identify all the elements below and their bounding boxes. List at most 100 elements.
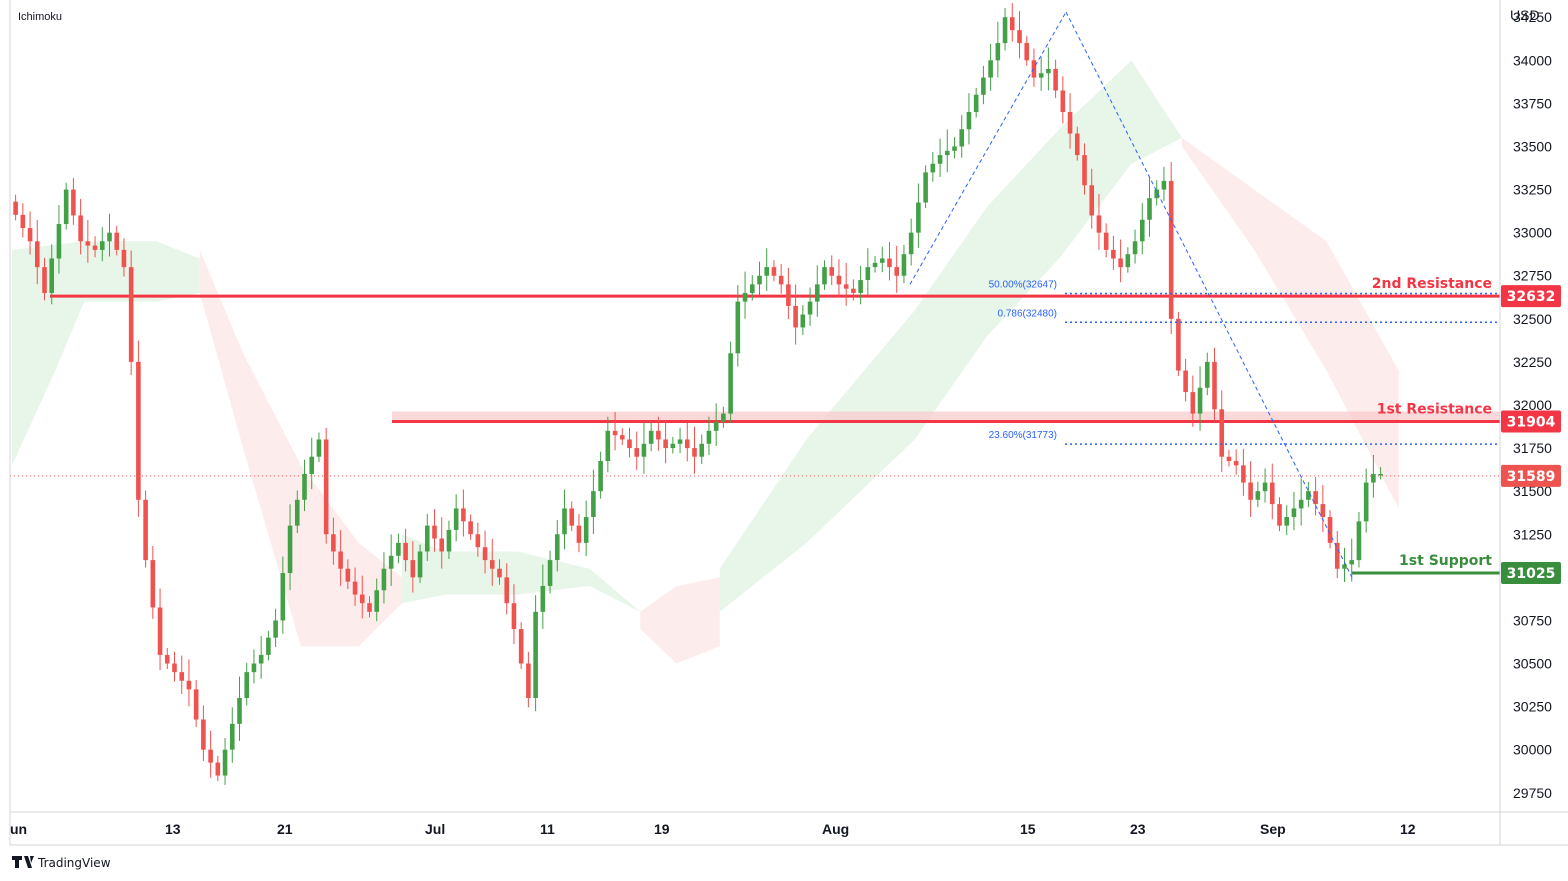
tradingview-logo[interactable]: TradingView: [12, 856, 111, 870]
candle-body: [1349, 560, 1355, 565]
candle-body: [959, 129, 965, 147]
candle-body: [648, 430, 654, 444]
candle-body: [121, 249, 127, 268]
ichimoku-cloud-segment: [199, 249, 402, 647]
candle-body: [1168, 180, 1174, 319]
level-name-label: 1st Support: [1399, 553, 1492, 569]
candle-body: [193, 689, 199, 720]
candle-body: [757, 275, 762, 285]
currency-label: USD: [1510, 7, 1540, 23]
candle-body: [1053, 68, 1058, 91]
candle-body: [1219, 409, 1225, 457]
candle-body: [1197, 387, 1203, 414]
candle-body: [1046, 68, 1051, 74]
candle-body: [1111, 249, 1116, 259]
candle-body: [1363, 482, 1369, 522]
candle-body: [988, 60, 993, 78]
candle-body: [179, 672, 185, 681]
candle-body: [764, 267, 770, 276]
candle-body: [273, 620, 278, 638]
candle-body: [641, 443, 647, 457]
candle-body: [728, 353, 733, 414]
candle-body: [251, 663, 257, 673]
candle-body: [1371, 473, 1376, 483]
candle-body: [453, 508, 459, 530]
candle-body: [1262, 482, 1268, 492]
fib-level-label: 0.786(32480): [998, 308, 1058, 319]
price-tick-label: 30750: [1513, 612, 1552, 628]
candle-body: [1096, 215, 1102, 233]
candle-body: [186, 680, 192, 690]
candle-body: [995, 43, 1001, 61]
candle-body: [800, 314, 806, 328]
candle-body: [771, 267, 777, 276]
candle-body: [966, 112, 972, 130]
candle-body: [562, 508, 567, 535]
candle-body: [1269, 482, 1275, 505]
candle-body: [786, 284, 791, 306]
candle-body: [634, 448, 640, 457]
candle-body: [1190, 392, 1196, 414]
candle-body: [215, 762, 221, 776]
candle-body: [13, 201, 18, 215]
candle-body: [388, 555, 394, 569]
candle-body: [136, 361, 141, 500]
candle-body: [280, 573, 286, 621]
candle-body: [742, 292, 748, 302]
candle-body: [1183, 370, 1188, 393]
time-tick-label: 23: [1130, 821, 1146, 837]
candle-body: [836, 275, 842, 285]
candle-body: [547, 560, 553, 586]
candle-body: [396, 542, 401, 556]
candle-body: [323, 439, 329, 535]
ichimoku-cloud-layer: [12, 60, 1399, 664]
price-tick-label: 30500: [1513, 656, 1552, 672]
candle-body: [475, 534, 481, 548]
candle-body: [287, 525, 293, 574]
candle-body: [294, 499, 300, 526]
time-tick-label: Aug: [822, 821, 849, 837]
candle-body: [1313, 491, 1318, 505]
candle-body: [749, 284, 755, 293]
candle-body: [208, 749, 213, 763]
candle-body: [829, 267, 835, 276]
price-badges-layer: 32632 31904 31589 31025: [1501, 285, 1561, 585]
price-badge: [1501, 285, 1561, 308]
candle-body: [1060, 90, 1066, 113]
candle-body: [901, 254, 907, 276]
candle-body: [99, 241, 105, 250]
candle-body: [1161, 180, 1167, 190]
candle-body: [482, 547, 488, 561]
candle-body: [1284, 517, 1290, 526]
candle-body: [1378, 473, 1383, 476]
time-tick-label: 21: [277, 821, 293, 837]
candle-body: [302, 473, 307, 500]
candle-body: [1327, 517, 1333, 543]
candle-body: [713, 422, 719, 431]
candle-body: [258, 654, 264, 664]
candle-body: [1233, 461, 1239, 466]
level-name-label: 2nd Resistance: [1372, 276, 1492, 292]
price-tick-label: 33500: [1513, 138, 1552, 154]
candle-body: [352, 581, 358, 595]
fib-level-label: 23.60%(31773): [989, 430, 1057, 441]
candle-body: [1067, 112, 1073, 134]
candle-body: [981, 77, 986, 95]
candle-body: [1089, 185, 1095, 216]
candle-body: [843, 284, 849, 289]
candle-body: [92, 245, 98, 250]
candle-body: [822, 267, 827, 285]
candle-body: [1176, 318, 1181, 371]
candle-body: [944, 150, 950, 156]
candle-body: [331, 534, 336, 552]
tradingview-brand: TradingView: [37, 856, 111, 870]
candle-body: [887, 258, 892, 268]
fib-trend-down: [1065, 11, 1353, 578]
price-tick-label: 32250: [1513, 354, 1552, 370]
candles-layer: [13, 3, 1383, 785]
candle-body: [612, 430, 618, 436]
candle-body: [540, 585, 546, 612]
candle-body: [1226, 456, 1232, 462]
